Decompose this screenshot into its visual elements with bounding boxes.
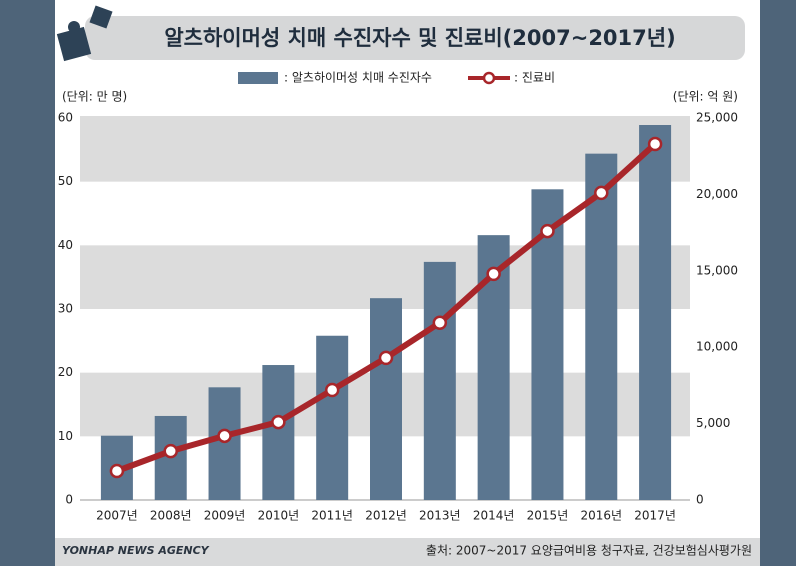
x-tick-label: 2014년 xyxy=(473,509,515,523)
line-point xyxy=(271,414,286,430)
y2-tick-label: 15,000 xyxy=(696,263,738,277)
bar xyxy=(639,125,672,501)
x-tick-label: 2016년 xyxy=(580,509,622,523)
x-tick-label: 2015년 xyxy=(527,509,569,523)
y-tick-label: 40 xyxy=(58,238,73,252)
y-tick-label: 0 xyxy=(65,493,73,507)
bar xyxy=(262,365,295,500)
y2-tick-label: 25,000 xyxy=(696,111,738,125)
x-tick-label: 2007년 xyxy=(96,509,138,523)
x-tick-label: 2009년 xyxy=(204,509,246,523)
bar xyxy=(208,387,241,500)
bar xyxy=(370,298,402,500)
x-tick-label: 2013년 xyxy=(419,509,461,523)
bar xyxy=(316,335,349,500)
x-tick-label: 2017년 xyxy=(634,509,676,523)
puzzle-icon xyxy=(56,5,113,62)
bar xyxy=(423,261,456,500)
y2-tick-label: 0 xyxy=(696,493,704,507)
y-tick-label: 10 xyxy=(58,429,73,443)
x-tick-label: 2010년 xyxy=(258,509,300,523)
y2-tick-label: 5,000 xyxy=(696,416,730,430)
logo: YONHAP NEWS AGENCY xyxy=(62,544,210,557)
title-box xyxy=(85,16,745,60)
footer xyxy=(55,538,760,566)
y-tick-label: 50 xyxy=(58,174,73,188)
line-point xyxy=(324,382,340,398)
legend-swatch xyxy=(238,72,278,84)
line-point xyxy=(217,428,232,444)
y2-unit: (단위: 억 원) xyxy=(673,90,738,104)
bar xyxy=(585,153,618,501)
legend-swatch xyxy=(482,71,496,85)
line-point xyxy=(594,185,609,201)
legend-label: : 진료비 xyxy=(514,71,555,85)
line-point xyxy=(378,350,394,366)
line-point xyxy=(647,136,663,152)
y-tick-label: 20 xyxy=(58,365,73,379)
chart-title: 알츠하이머성 치매 수진자수 및 진료비(2007~2017년) xyxy=(164,26,675,50)
line-point xyxy=(109,463,125,479)
line-point xyxy=(486,266,501,282)
line-point xyxy=(540,223,555,239)
grid-band xyxy=(80,116,690,118)
y-unit: (단위: 만 명) xyxy=(62,90,127,104)
x-tick-label: 2012년 xyxy=(365,509,407,523)
legend-label: : 알츠하이머성 치매 수진자수 xyxy=(284,71,432,85)
y-tick-label: 60 xyxy=(58,111,73,125)
x-tick-label: 2011년 xyxy=(311,509,353,523)
line-point xyxy=(163,443,178,459)
x-tick-label: 2008년 xyxy=(150,509,192,523)
y-tick-label: 30 xyxy=(58,302,73,316)
source: 출처: 2007~2017 요양급여비용 청구자료, 건강보험심사평가원 xyxy=(426,544,752,558)
line-point xyxy=(432,315,448,331)
y2-tick-label: 10,000 xyxy=(696,340,738,354)
y2-tick-label: 20,000 xyxy=(696,187,738,201)
